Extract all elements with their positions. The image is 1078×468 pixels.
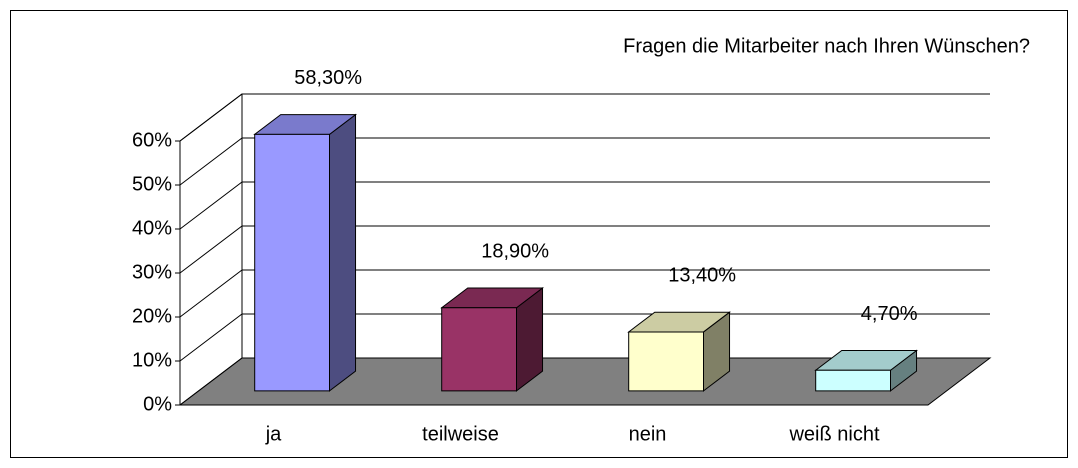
grid-line [179, 225, 990, 274]
x-tick-label: nein [629, 423, 667, 445]
y-tick-label: 60% [132, 129, 172, 151]
grid-line [179, 137, 990, 186]
grid-line [179, 93, 990, 142]
bar-side [329, 113, 357, 392]
value-label: 4,70% [861, 303, 918, 325]
bar-front [254, 133, 330, 392]
value-label: 58,30% [294, 67, 362, 89]
bar-front [628, 331, 704, 392]
x-tick-label: ja [265, 423, 282, 445]
bar [253, 113, 358, 392]
bar-front [441, 307, 517, 392]
value-label: 13,40% [668, 264, 736, 286]
y-tick-label: 20% [132, 305, 172, 327]
chart-title: Fragen die Mitarbeiter nach Ihren Wünsch… [623, 35, 1030, 57]
bar [627, 311, 732, 392]
x-tick-label: weiß nicht [788, 423, 879, 445]
grid-line [179, 313, 990, 362]
x-tick-label: teilweise [422, 423, 499, 445]
bar [440, 286, 545, 392]
y-tick-label: 50% [132, 173, 172, 195]
grid-line [179, 269, 990, 318]
bar-front [815, 369, 891, 392]
y-tick-label: 40% [132, 217, 172, 239]
bar [814, 349, 919, 392]
grid-line [179, 357, 990, 406]
y-tick-label: 10% [132, 349, 172, 371]
value-label: 18,90% [481, 240, 549, 262]
grid-line [179, 181, 990, 230]
y-tick-label: 0% [143, 393, 172, 415]
y-tick-label: 30% [132, 261, 172, 283]
